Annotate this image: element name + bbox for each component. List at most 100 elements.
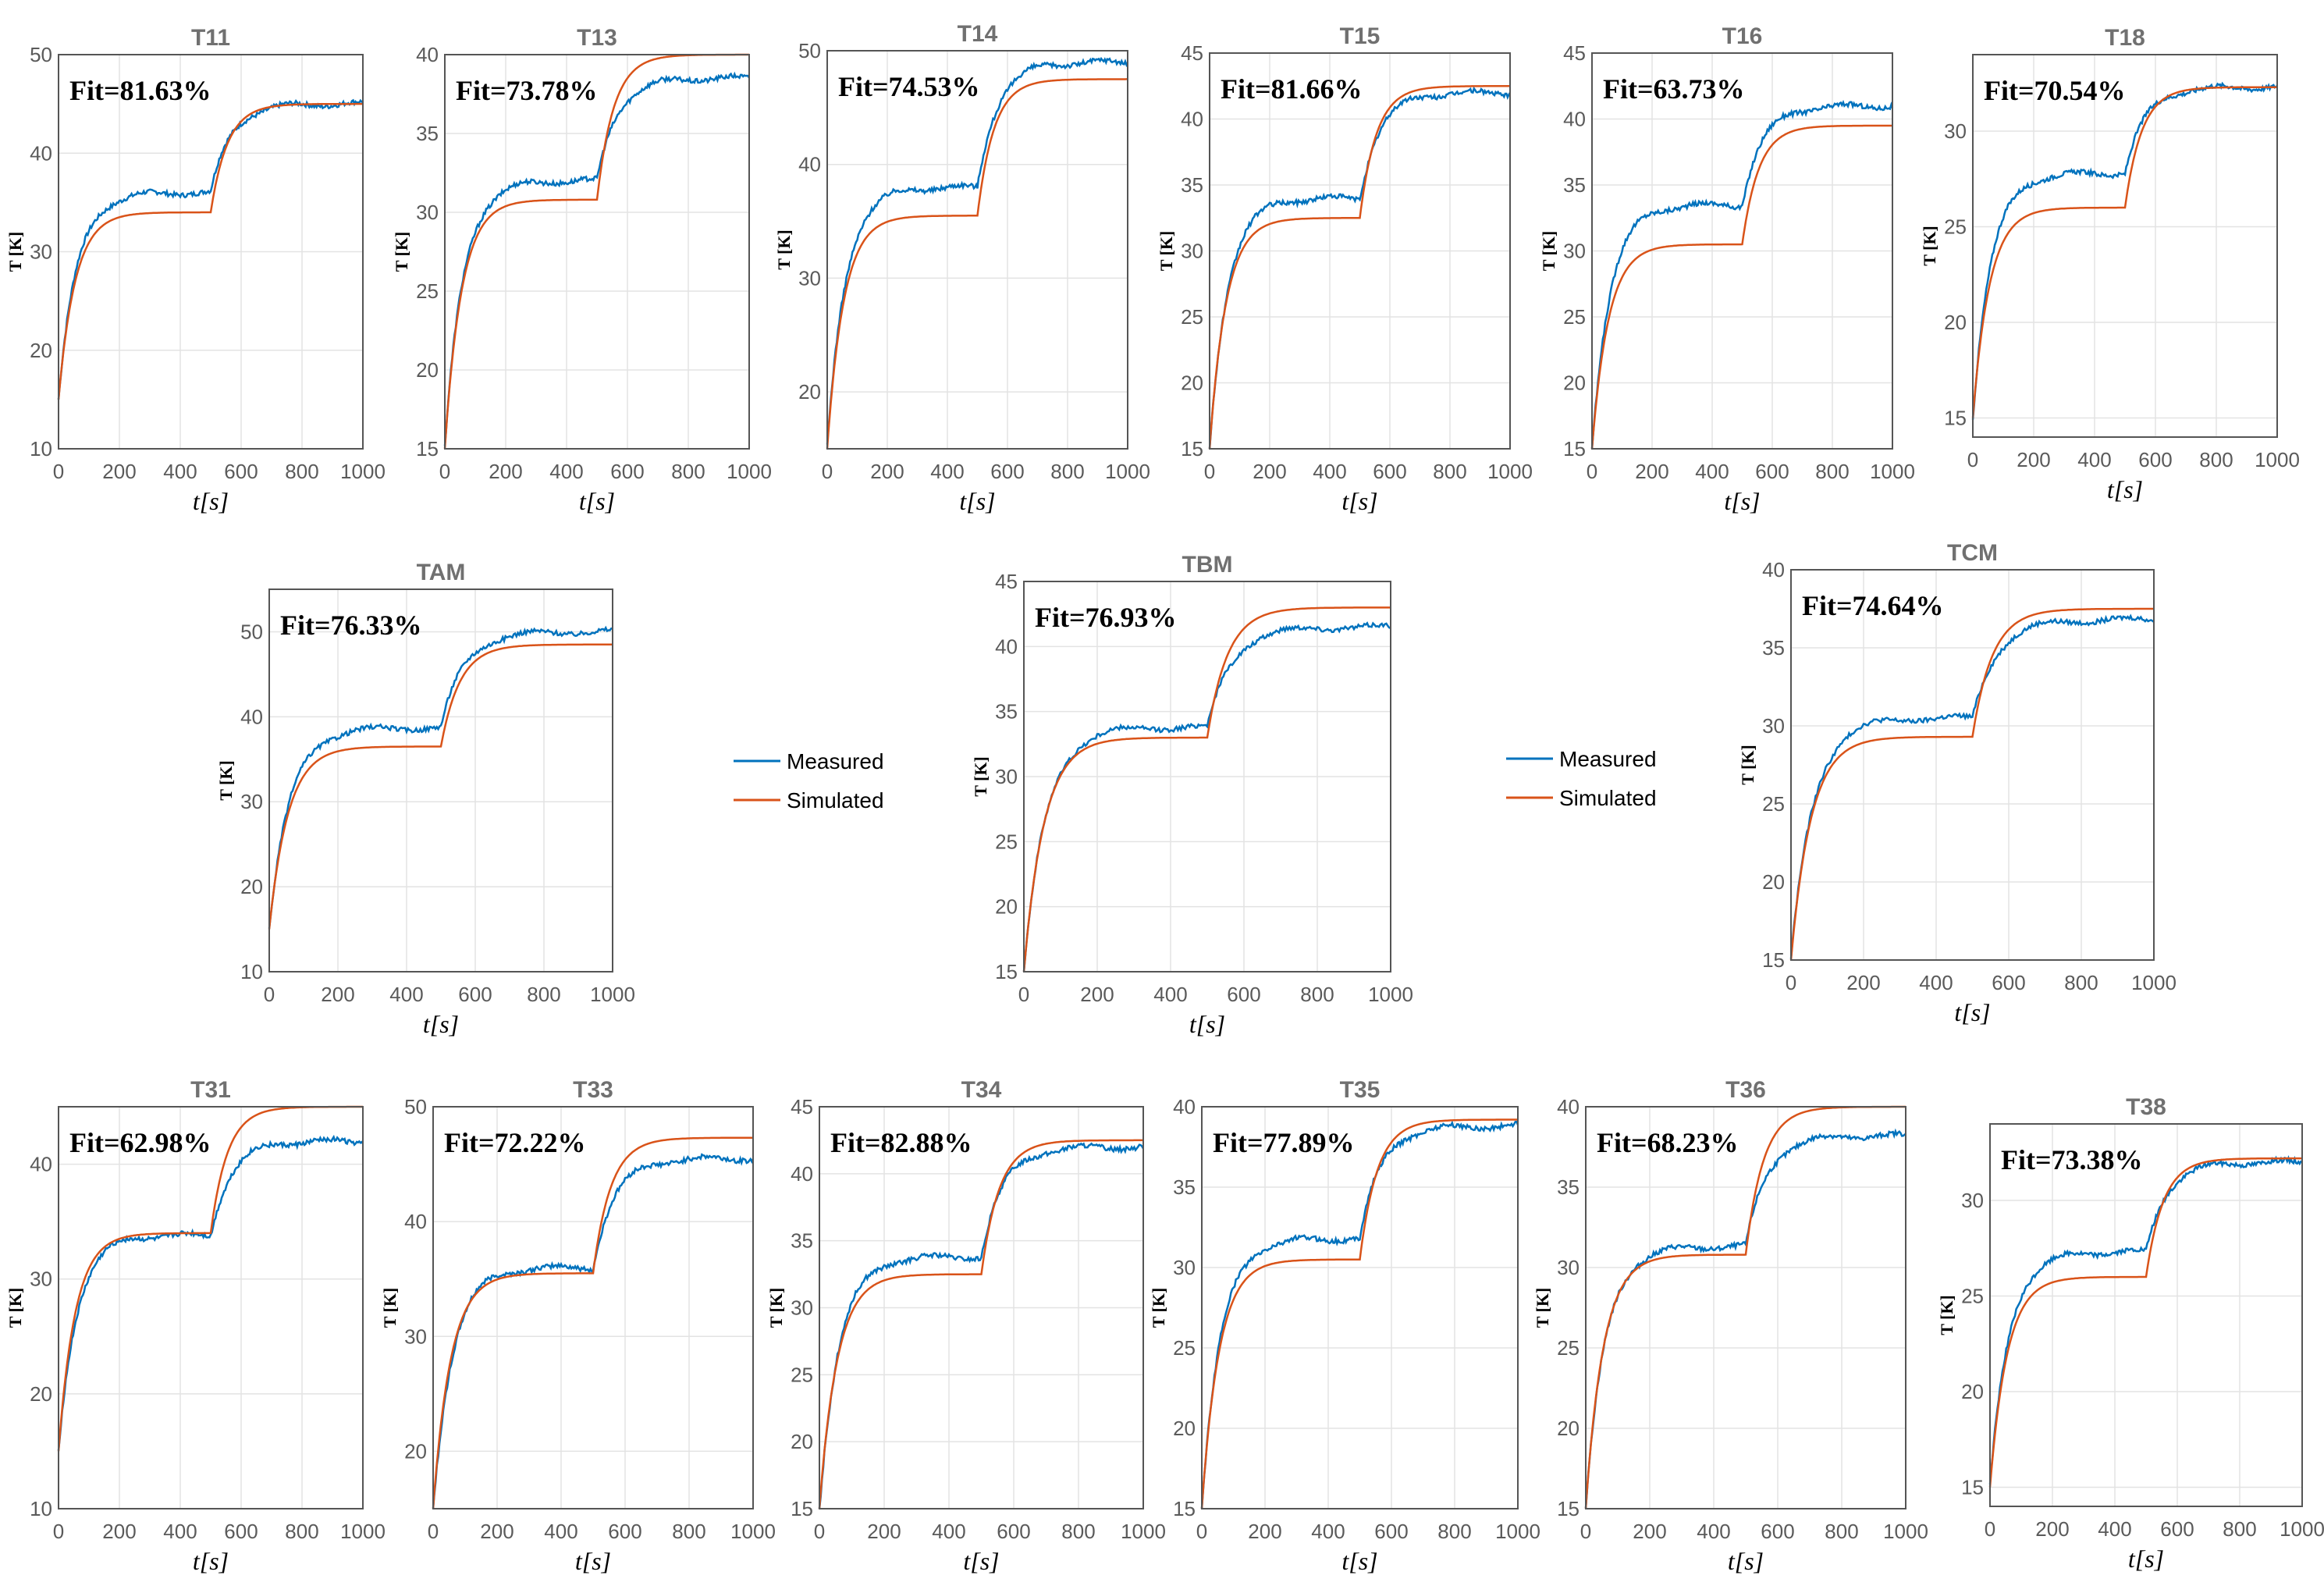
y-tick-label: 40 — [798, 153, 821, 176]
fit-annotation: Fit=81.66% — [1221, 73, 1363, 105]
plot-area — [1791, 570, 2154, 960]
fit-annotation: Fit=74.64% — [1802, 590, 1944, 621]
y-axis-label: T [K] — [1539, 231, 1558, 272]
legend-simulated-label: Simulated — [787, 788, 884, 813]
chart-t33: 0 200 400 600 800 1000 20 30 40 50 T33 Fit=72.22% t[… — [380, 1077, 776, 1575]
y-axis-label: T [K] — [1937, 1295, 1956, 1335]
x-tick-label: 200 — [1846, 971, 1880, 994]
x-tick-label: 1000 — [1368, 983, 1413, 1006]
y-tick-label: 30 — [1563, 240, 1586, 263]
chart-title: T13 — [577, 25, 617, 51]
y-tick-label: 40 — [1557, 1095, 1580, 1118]
y-tick-label: 30 — [1944, 119, 1967, 143]
plot-frame — [1591, 52, 1893, 450]
x-tick-label: 800 — [2199, 448, 2233, 471]
x-tick-label: 800 — [1437, 1520, 1471, 1543]
x-axis-label: t[s] — [1954, 998, 1990, 1026]
chart-title: T36 — [1725, 1077, 1766, 1103]
measured-series-line — [1590, 99, 1894, 450]
y-tick-label: 40 — [404, 1210, 427, 1233]
plot-frame — [58, 1106, 364, 1509]
y-tick-label: 50 — [240, 620, 263, 643]
x-tick-label: 600 — [458, 983, 492, 1006]
x-tick-label: 800 — [1815, 460, 1849, 483]
y-tick-label: 20 — [1961, 1380, 1984, 1403]
measured-series-line — [1789, 613, 2155, 959]
simulated-series-line — [1988, 1157, 2302, 1488]
y-tick-label: 15 — [1944, 407, 1967, 430]
y-tick-label: 30 — [1181, 240, 1203, 263]
x-tick-label: 1000 — [2255, 448, 2300, 471]
x-tick-label: 400 — [163, 1520, 197, 1543]
y-axis-label: T [K] — [380, 1288, 400, 1328]
y-tick-label: 20 — [1762, 870, 1785, 894]
x-tick-label: 600 — [2138, 448, 2172, 471]
chart-title: T16 — [1722, 23, 1763, 49]
fit-annotation: Fit=82.88% — [830, 1127, 972, 1158]
x-tick-label: 200 — [1635, 460, 1668, 483]
y-tick-label: 50 — [798, 39, 821, 62]
y-tick-label: 15 — [1762, 948, 1785, 972]
simulated-series-line — [1789, 607, 2154, 961]
plot-frame — [1972, 54, 2278, 438]
x-axis-label: t[s] — [2107, 475, 2143, 503]
legend-left: Measured Simulated — [734, 749, 884, 813]
x-tick-label: 400 — [932, 1520, 965, 1543]
y-tick-label: 20 — [1557, 1417, 1580, 1440]
y-tick-label: 30 — [30, 1268, 52, 1291]
x-tick-label: 800 — [1300, 983, 1334, 1006]
y-tick-label: 35 — [995, 700, 1018, 724]
x-tick-label: 200 — [480, 1520, 513, 1543]
simulated-series-line — [432, 1136, 753, 1509]
y-tick-label: 30 — [30, 240, 52, 264]
plot-frame — [1023, 581, 1391, 973]
plot-frame — [1201, 1106, 1519, 1509]
y-tick-label: 30 — [404, 1325, 427, 1348]
y-tick-label: 35 — [1557, 1175, 1580, 1199]
y-tick-label: 35 — [1563, 173, 1586, 197]
chart-t36: 0 200 400 600 800 1000 15 20 25 30 35 40 T36 Fit=68.2… — [1533, 1077, 1928, 1575]
y-axis-label: T [K] — [1533, 1288, 1552, 1328]
x-tick-label: 0 — [1580, 1520, 1591, 1543]
measured-series-line — [57, 1134, 364, 1451]
plot-area — [269, 589, 613, 972]
simulated-series-line — [1208, 85, 1510, 450]
y-tick-label: 40 — [416, 43, 439, 66]
y-tick-label: 45 — [1181, 41, 1203, 65]
x-tick-label: 200 — [2017, 448, 2050, 471]
x-tick-label: 1000 — [590, 983, 635, 1006]
y-axis-label: T [K] — [1157, 231, 1176, 272]
y-tick-label: 30 — [1961, 1189, 1984, 1212]
x-tick-label: 600 — [2160, 1517, 2194, 1541]
x-axis-label: t[s] — [575, 1547, 611, 1575]
simulated-series-line — [1971, 86, 2277, 418]
x-tick-label: 0 — [53, 460, 64, 483]
measured-series-line — [1208, 86, 1512, 450]
y-tick-label: 25 — [1961, 1285, 1984, 1308]
chart-t34: 0 200 400 600 800 1000 15 20 25 30 35 40 45 T34 Fit=82… — [766, 1077, 1166, 1575]
legend-right: Measured Simulated — [1506, 747, 1657, 810]
x-tick-label: 0 — [822, 460, 833, 483]
y-axis-label: T [K] — [774, 229, 794, 270]
y-tick-label: 20 — [1563, 372, 1586, 395]
y-tick-label: 40 — [1173, 1095, 1196, 1118]
plot-frame — [1989, 1123, 2303, 1507]
measured-series-line — [826, 56, 1129, 445]
y-tick-label: 25 — [1944, 215, 1967, 239]
measured-series-line — [1200, 1120, 1519, 1509]
y-tick-label: 20 — [416, 358, 439, 382]
y-tick-label: 40 — [30, 1153, 52, 1176]
plot-area — [827, 51, 1128, 449]
measured-series-line — [443, 71, 751, 446]
y-tick-label: 25 — [1181, 305, 1203, 329]
y-axis-label: T [K] — [1149, 1288, 1168, 1328]
y-tick-label: 30 — [1173, 1256, 1196, 1279]
plot-frame — [826, 50, 1128, 450]
y-tick-label: 30 — [1557, 1256, 1580, 1279]
x-tick-label: 200 — [867, 1520, 901, 1543]
x-tick-label: 0 — [264, 983, 275, 1006]
chart-title: T33 — [573, 1077, 613, 1103]
x-tick-label: 1000 — [1121, 1520, 1166, 1543]
chart-t13: 0 200 400 600 800 1000 15 20 25 30 35 40 T13 Fit=73.7… — [392, 25, 772, 515]
